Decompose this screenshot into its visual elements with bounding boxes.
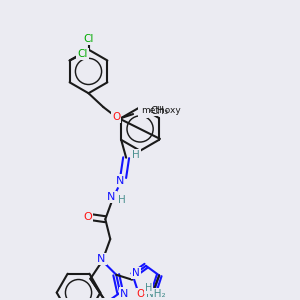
Text: O: O <box>139 107 147 117</box>
Text: N: N <box>132 268 140 278</box>
Text: O: O <box>112 112 120 122</box>
Text: N: N <box>97 254 106 264</box>
Text: Cl: Cl <box>77 49 88 58</box>
Text: O: O <box>83 212 92 222</box>
Text: N: N <box>116 176 124 185</box>
Text: H: H <box>145 283 152 293</box>
Text: Cl: Cl <box>83 34 94 44</box>
Text: H: H <box>118 195 126 206</box>
Text: CH₃: CH₃ <box>151 106 169 116</box>
Text: H: H <box>132 150 140 160</box>
Text: N: N <box>107 192 116 203</box>
Text: N: N <box>120 289 128 298</box>
Text: O: O <box>137 289 145 299</box>
Text: N: N <box>147 289 155 299</box>
Text: methoxy: methoxy <box>141 106 181 115</box>
Text: NH₂: NH₂ <box>146 289 166 299</box>
